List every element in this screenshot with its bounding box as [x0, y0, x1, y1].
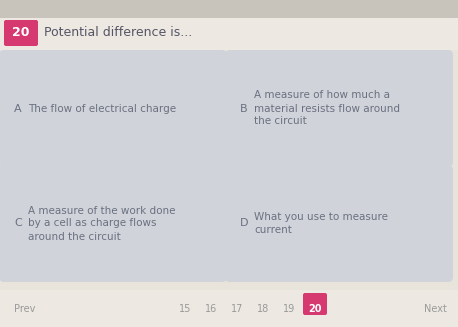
- Text: material resists flow around: material resists flow around: [254, 104, 400, 113]
- FancyBboxPatch shape: [225, 165, 453, 282]
- Text: 19: 19: [283, 303, 295, 314]
- FancyBboxPatch shape: [0, 50, 227, 167]
- FancyBboxPatch shape: [4, 20, 38, 46]
- Bar: [0, 18, 458, 50]
- Text: around the circuit: around the circuit: [28, 232, 121, 242]
- Text: 20: 20: [308, 303, 322, 314]
- Text: The flow of electrical charge: The flow of electrical charge: [28, 104, 176, 113]
- Text: Potential difference is...: Potential difference is...: [44, 26, 192, 40]
- Text: D: D: [240, 218, 249, 229]
- Text: Next: Next: [424, 303, 447, 314]
- Bar: [0, 0, 458, 18]
- Bar: [0, 290, 458, 327]
- FancyBboxPatch shape: [225, 50, 453, 167]
- Text: by a cell as charge flows: by a cell as charge flows: [28, 218, 157, 229]
- Text: A measure of how much a: A measure of how much a: [254, 91, 390, 100]
- Text: 18: 18: [257, 303, 269, 314]
- Text: A measure of the work done: A measure of the work done: [28, 205, 175, 215]
- Text: the circuit: the circuit: [254, 116, 307, 127]
- Text: Prev: Prev: [14, 303, 36, 314]
- Text: 15: 15: [179, 303, 191, 314]
- FancyBboxPatch shape: [303, 293, 327, 315]
- Text: 16: 16: [205, 303, 217, 314]
- FancyBboxPatch shape: [0, 165, 227, 282]
- Text: C: C: [14, 218, 22, 229]
- Text: current: current: [254, 225, 292, 235]
- Text: 20: 20: [12, 26, 30, 40]
- Text: What you use to measure: What you use to measure: [254, 212, 388, 222]
- Text: A: A: [14, 104, 22, 113]
- Text: 17: 17: [231, 303, 243, 314]
- Text: B: B: [240, 104, 248, 113]
